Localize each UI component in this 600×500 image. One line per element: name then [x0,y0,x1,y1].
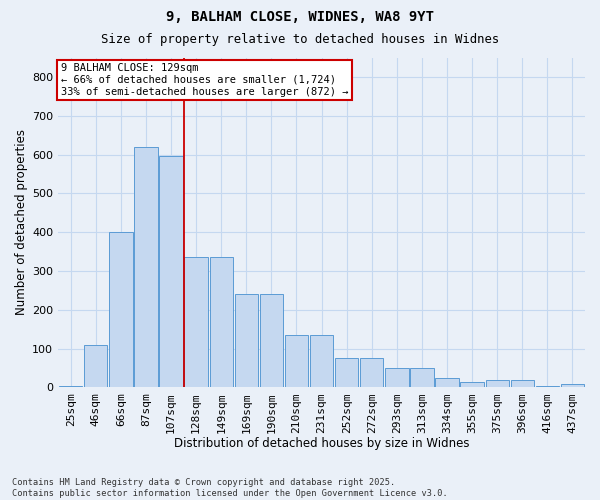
Bar [84,345,107,388]
Text: 9 BALHAM CLOSE: 129sqm
← 66% of detached houses are smaller (1,724)
33% of semi-: 9 BALHAM CLOSE: 129sqm ← 66% of detached… [61,64,348,96]
Bar [561,384,584,388]
Bar [260,294,283,388]
Bar [335,358,358,388]
Bar [485,380,509,388]
Bar [360,358,383,388]
Bar [436,378,458,388]
Bar [235,294,258,388]
Bar [160,156,183,388]
Bar [184,258,208,388]
Bar [59,386,82,388]
Bar [310,335,333,388]
Text: 9, BALHAM CLOSE, WIDNES, WA8 9YT: 9, BALHAM CLOSE, WIDNES, WA8 9YT [166,10,434,24]
Bar [536,386,559,388]
X-axis label: Distribution of detached houses by size in Widnes: Distribution of detached houses by size … [174,437,469,450]
Text: Contains HM Land Registry data © Crown copyright and database right 2025.
Contai: Contains HM Land Registry data © Crown c… [12,478,448,498]
Text: Size of property relative to detached houses in Widnes: Size of property relative to detached ho… [101,32,499,46]
Bar [285,335,308,388]
Bar [460,382,484,388]
Bar [511,380,534,388]
Bar [385,368,409,388]
Bar [134,147,158,388]
Bar [410,368,434,388]
Bar [109,232,133,388]
Y-axis label: Number of detached properties: Number of detached properties [15,130,28,316]
Bar [209,258,233,388]
